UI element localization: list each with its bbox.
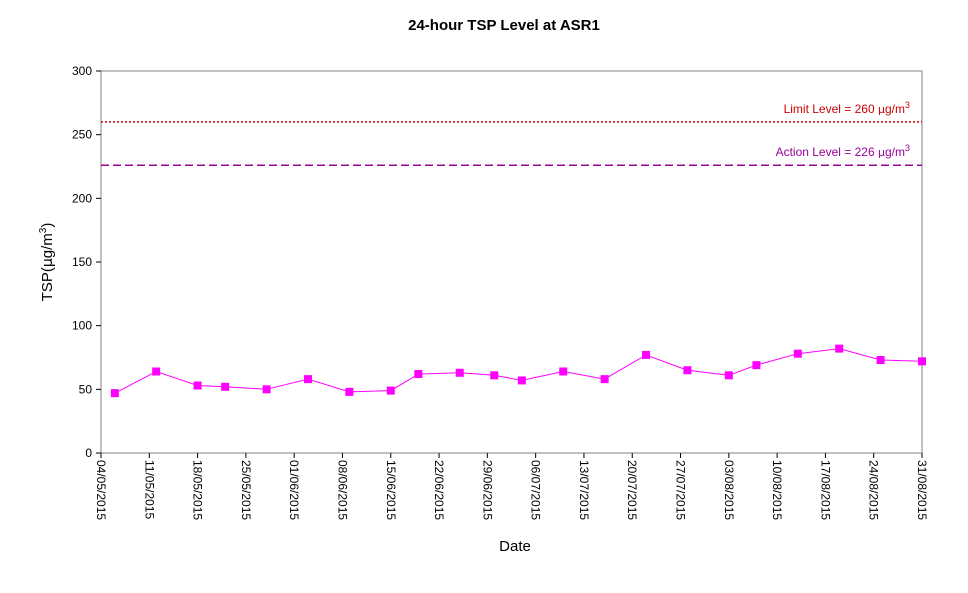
y-axis-title-mu: μ — [40, 258, 56, 267]
data-point — [752, 361, 761, 370]
data-point — [193, 381, 202, 390]
data-point — [262, 385, 271, 394]
data-point — [918, 357, 926, 366]
x-tick-label: 04/05/2015 — [94, 460, 108, 520]
data-point — [835, 344, 844, 353]
reference-line-label-sup: 3 — [905, 143, 910, 153]
reference-line-label-mu: μ — [878, 103, 885, 116]
data-point — [517, 376, 526, 385]
x-tick-label: 01/06/2015 — [287, 460, 301, 520]
x-tick-label: 24/08/2015 — [867, 460, 881, 520]
x-tick-label: 10/08/2015 — [770, 460, 784, 520]
data-point — [386, 386, 395, 395]
x-tick-label: 15/06/2015 — [384, 460, 398, 520]
series-line — [114, 348, 923, 394]
data-point — [345, 387, 354, 396]
x-tick-label: 13/07/2015 — [577, 460, 591, 520]
reference-line-label-unit: g/m — [885, 102, 905, 116]
data-point — [455, 368, 464, 377]
x-tick-label: 25/05/2015 — [239, 460, 253, 520]
data-point — [303, 375, 312, 384]
data-point — [110, 389, 119, 398]
x-tick-label: 18/05/2015 — [191, 460, 205, 520]
y-tick-label: 50 — [79, 382, 93, 396]
reference-line-label-text: Limit Level = 260 — [784, 102, 878, 116]
reference-line-label-sup: 3 — [905, 100, 910, 110]
x-tick-label: 08/06/2015 — [335, 460, 349, 520]
x-axis: 04/05/2015 11/05/2015 18/05/2015 25/05/2015… — [94, 453, 929, 520]
data-point — [642, 350, 651, 359]
x-tick-label: 31/08/2015 — [915, 460, 929, 520]
x-axis-title: Date — [499, 538, 531, 555]
y-tick-label: 250 — [72, 128, 92, 142]
x-tick-label: 11/05/2015 — [142, 460, 156, 519]
x-tick-label: 20/07/2015 — [625, 460, 639, 520]
y-axis-title-unit: g/m — [39, 233, 56, 258]
data-point — [683, 366, 692, 375]
data-point — [490, 371, 499, 380]
data-point — [876, 356, 885, 365]
reference-line-label: Action Level = 226 μg/m3 — [776, 143, 910, 159]
y-axis: 0 50 100 150 200 250 300 — [72, 64, 101, 460]
x-tick-label: 29/06/2015 — [480, 460, 494, 520]
y-tick-label: 300 — [72, 64, 92, 78]
y-tick-label: 0 — [85, 446, 92, 460]
reference-line-label-mu: μ — [878, 146, 885, 159]
x-tick-label: 17/08/2015 — [818, 460, 832, 520]
x-tick-label: 22/06/2015 — [432, 460, 446, 520]
data-point — [152, 367, 161, 376]
y-axis-title-sup: 3 — [38, 227, 49, 233]
y-axis-title: TSP(μg/m3) — [38, 223, 56, 302]
reference-line-label-unit: g/m — [885, 145, 905, 159]
data-point — [559, 367, 568, 376]
data-point — [414, 370, 423, 379]
y-tick-label: 200 — [72, 191, 92, 205]
reference-line-label-text: Action Level = 226 — [776, 145, 878, 159]
chart-title: 24-hour TSP Level at ASR1 — [408, 17, 600, 34]
plot-area — [100, 70, 923, 454]
series-group — [110, 344, 926, 398]
y-axis-title-pre: TSP( — [39, 267, 56, 301]
data-point — [221, 382, 230, 391]
x-tick-label: 03/08/2015 — [722, 460, 736, 520]
data-point — [600, 375, 609, 384]
y-tick-label: 150 — [72, 255, 92, 269]
data-point — [724, 371, 733, 380]
data-point — [793, 349, 802, 358]
reference-line-label: Limit Level = 260 μg/m3 — [784, 100, 910, 116]
x-tick-label: 06/07/2015 — [529, 460, 543, 520]
y-axis-title-post: ) — [39, 223, 56, 228]
y-tick-label: 100 — [72, 319, 92, 333]
x-tick-label: 27/07/2015 — [674, 460, 688, 520]
